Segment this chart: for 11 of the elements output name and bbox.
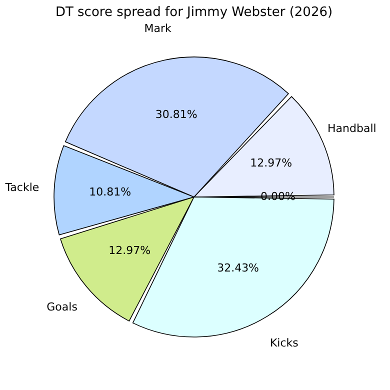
slice-label: Mark [144, 22, 172, 35]
slice-label: Tackle [4, 181, 40, 194]
data-label: 12.97% [108, 244, 151, 257]
data-label: 30.81% [155, 108, 198, 121]
slice-label: Kicks [270, 336, 299, 350]
data-label: 32.43% [217, 262, 260, 275]
data-label: 12.97% [250, 156, 292, 170]
chart-title: DT score spread for Jimmy Webster (2026) [55, 4, 333, 20]
slice-label: Handball [328, 122, 376, 135]
slice-label: Goals [46, 300, 78, 314]
data-label: 10.81% [89, 186, 132, 199]
